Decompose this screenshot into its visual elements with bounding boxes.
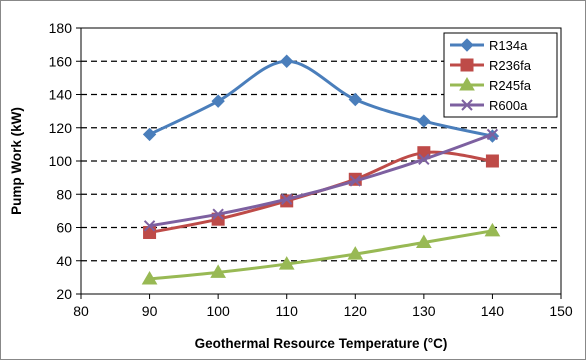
- data-point-r236fa-90: [143, 225, 157, 239]
- legend-label-r134a: R134a: [489, 38, 528, 53]
- y-tick-label-160: 160: [49, 53, 73, 69]
- series-r600a: [143, 128, 499, 232]
- legend-marker-r600a-stroke-b: [461, 99, 473, 111]
- x-tick-label-150: 150: [549, 303, 573, 319]
- data-point-r245fa-90: [141, 271, 158, 285]
- data-point-r600a-90-stroke-b: [143, 220, 156, 232]
- y-tick-label-100: 100: [49, 153, 73, 169]
- data-point-r134a-120: [348, 92, 362, 107]
- y-axis-title: Pump Work (kW): [9, 107, 24, 215]
- tick-labels: 20 40 60 80 100 120 140 160 180 80 90 100 110 120 130 1…: [49, 20, 573, 319]
- data-point-r600a-90: [143, 220, 156, 232]
- data-point-r134a-130: [417, 114, 431, 128]
- legend-item-r245fa: R245fa: [450, 77, 532, 93]
- data-point-r134a-90: [142, 127, 157, 142]
- series-r245fa: [141, 222, 501, 285]
- legend-marker-r245fa: [459, 77, 475, 91]
- data-point-r134a-140: [485, 129, 500, 143]
- x-tick-label-120: 120: [344, 303, 368, 319]
- data-point-r600a-100: [212, 208, 224, 220]
- legend: R134a R236fa R245fa R600a: [443, 32, 558, 118]
- legend-marker-r134a: [460, 38, 474, 52]
- x-tick-label-130: 130: [412, 303, 436, 319]
- y-tick-label-80: 80: [56, 186, 72, 202]
- y-tick-label-20: 20: [56, 286, 72, 302]
- data-point-r600a-140-stroke-b: [486, 128, 499, 141]
- data-point-r134a-100: [211, 94, 225, 108]
- data-point-r600a-140: [486, 128, 499, 141]
- legend-item-r600a: R600a: [450, 98, 528, 113]
- data-point-r245fa-140: [484, 222, 501, 237]
- data-point-r600a-130-stroke-b: [418, 153, 430, 166]
- data-point-r245fa-130: [415, 234, 432, 248]
- data-point-r600a-100-stroke-b: [212, 208, 224, 220]
- data-point-r600a-120: [349, 175, 361, 187]
- data-point-r600a-130: [418, 153, 430, 166]
- y-tick-label-140: 140: [49, 87, 73, 103]
- y-tick-label-120: 120: [49, 120, 73, 136]
- data-point-r600a-110: [281, 193, 293, 205]
- data-point-r134a-110: [280, 54, 294, 68]
- x-axis-title: Geothermal Resource Temperature (°C): [195, 336, 448, 351]
- x-tick-label-100: 100: [206, 303, 230, 319]
- series-r134a: [142, 54, 500, 143]
- y-tick-label-180: 180: [49, 20, 73, 36]
- x-tick-label-90: 90: [142, 303, 158, 319]
- legend-label-r600a: R600a: [489, 98, 528, 113]
- series-group: [141, 54, 501, 285]
- data-point-r245fa-120: [347, 246, 364, 260]
- data-point-r600a-110-stroke-b: [281, 193, 293, 205]
- series-line-r600a: [149, 132, 493, 228]
- data-point-r236fa-140: [485, 154, 499, 168]
- legend-label-r245fa: R245fa: [489, 78, 532, 93]
- legend-marker-r236fa: [460, 58, 474, 72]
- y-tick-label-40: 40: [56, 253, 72, 269]
- y-tick-label-60: 60: [56, 220, 72, 236]
- legend-label-r236fa: R236fa: [489, 58, 532, 73]
- x-tick-label-110: 110: [276, 303, 299, 319]
- legend-item-r236fa: R236fa: [450, 58, 532, 73]
- data-point-r245fa-110: [278, 256, 295, 270]
- x-tick-label-140: 140: [481, 303, 505, 319]
- series-line-r245fa: [149, 229, 493, 281]
- x-tick-label-80: 80: [73, 303, 89, 319]
- legend-item-r134a: R134a: [450, 38, 528, 53]
- data-point-r600a-120-stroke-b: [349, 175, 361, 187]
- legend-marker-r600a: [461, 99, 473, 111]
- data-point-r245fa-100: [210, 264, 227, 278]
